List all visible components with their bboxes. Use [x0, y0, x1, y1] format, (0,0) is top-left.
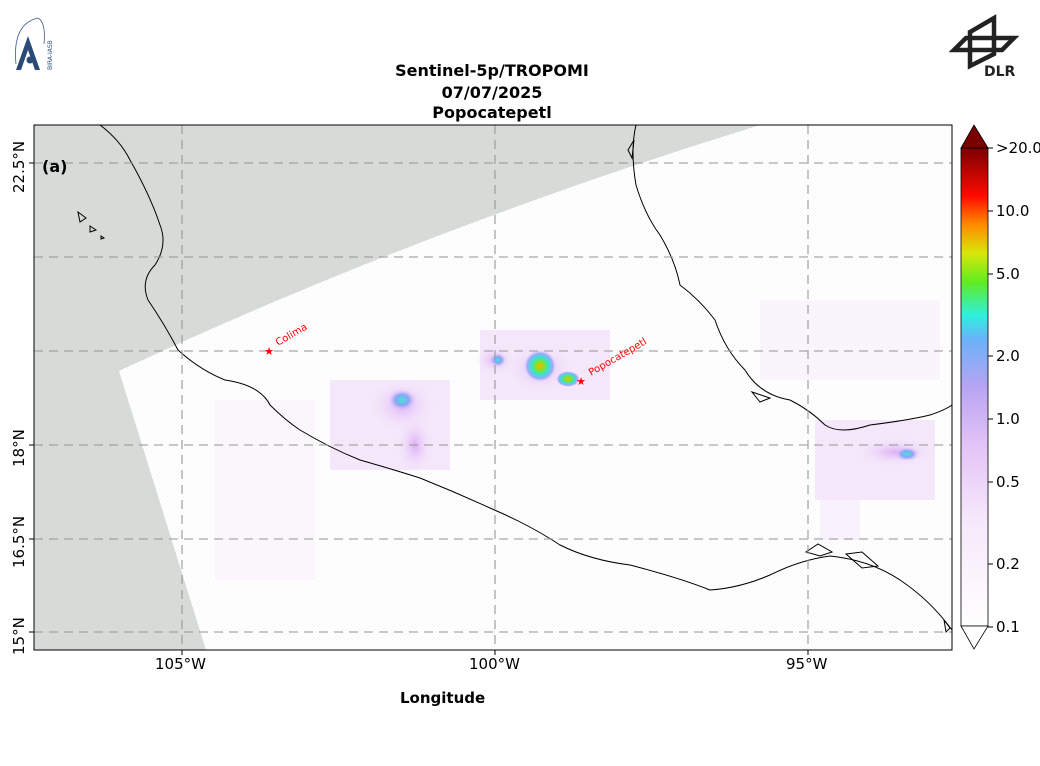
colorbar: [960, 124, 993, 650]
colorbar-extend-max: [960, 124, 989, 149]
colorbar-label: 0.5: [996, 473, 1020, 491]
bira-iasb-logo: BIRA-IASB: [15, 17, 54, 70]
so2-plume-popocatepetl: [475, 344, 580, 392]
volcano-star-icon: ★: [576, 375, 586, 388]
x-tick-label: 100°W: [469, 655, 520, 673]
title-line-instrument: Sentinel-5p/TROPOMI: [395, 61, 589, 80]
colorbar-label: 2.0: [996, 347, 1020, 365]
title-line-date: 07/07/2025: [441, 83, 543, 102]
colorbar-gradient: [960, 147, 989, 627]
y-tick-label: 15°N: [10, 617, 28, 655]
colorbar-label: >20.0: [996, 139, 1040, 157]
y-tick-label: 18°N: [10, 429, 28, 467]
colorbar-label: 10.0: [996, 202, 1030, 220]
so2-background-noise: [215, 300, 940, 580]
panel-label: (a): [42, 157, 67, 176]
x-tick-label: 95°W: [786, 655, 828, 673]
coastlines: [77, 125, 952, 634]
colorbar-label: 0.2: [996, 555, 1020, 573]
colorbar-label: 1.0: [996, 410, 1020, 428]
volcano-star-icon: ★: [264, 345, 274, 358]
dlr-logo: DLR: [948, 14, 1020, 80]
x-tick-label: 105°W: [155, 655, 206, 673]
map-area: ★ Colima ★ Popocatepetl (a): [34, 125, 952, 650]
gridlines: [34, 125, 952, 650]
y-tick-label: 16.5°N: [10, 515, 28, 568]
title-line-volcano: Popocatepetl: [432, 103, 552, 122]
bira-logo-text: BIRA-IASB: [47, 40, 54, 70]
y-tick-label: 22.5°N: [10, 140, 28, 193]
x-axis-ticks: [181, 650, 809, 655]
colorbar-label: 0.1: [996, 618, 1020, 636]
dlr-logo-text: DLR: [984, 64, 1016, 80]
x-axis-title: Longitude: [400, 689, 486, 707]
y-axis-ticks: [29, 162, 34, 633]
map-frame: [33, 124, 953, 651]
colorbar-label: 5.0: [996, 265, 1020, 283]
colorbar-ticks: [988, 147, 993, 628]
so2-plume-east: [855, 438, 935, 466]
colorbar-extend-min: [960, 625, 989, 650]
